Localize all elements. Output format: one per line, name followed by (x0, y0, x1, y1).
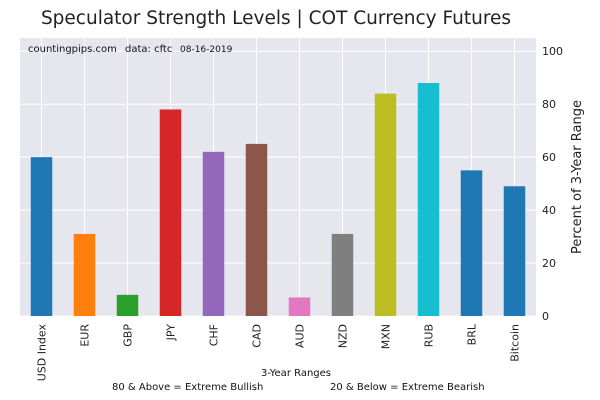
y-tick-label: 100 (542, 45, 563, 58)
bar-cad (245, 143, 268, 316)
y-tick-label: 0 (542, 310, 549, 323)
x-tick-label: EUR (79, 324, 92, 347)
x-tick-label: AUD (294, 324, 307, 348)
y-tick-label: 80 (542, 98, 556, 111)
bar-jpy (159, 109, 182, 316)
bar-rub (417, 83, 440, 316)
bar-nzd (331, 233, 354, 316)
x-axis-title: 3-Year Ranges (261, 368, 331, 379)
bar-brl (460, 170, 483, 316)
x-tick-label: GBP (122, 324, 135, 347)
x-tick-label: Bitcoin (509, 324, 522, 362)
bullish-note: 80 & Above = Extreme Bullish (112, 382, 264, 393)
source-annotation: countingpips.com (28, 44, 117, 55)
bar-usd-index (30, 157, 53, 316)
bar-chf (202, 151, 225, 316)
bearish-note: 20 & Below = Extreme Bearish (330, 382, 485, 393)
y-tick-label: 20 (542, 257, 556, 270)
data-source-annotation: data: cftc (125, 44, 172, 55)
bar-eur (73, 233, 96, 316)
chart-title: Speculator Strength Levels | COT Currenc… (40, 8, 512, 29)
x-tick-label: USD Index (36, 324, 49, 382)
date-annotation: 08-16-2019 (180, 45, 233, 55)
y-tick-label: 60 (542, 151, 556, 164)
y-axis-title: Percent of 3-Year Range (570, 100, 585, 254)
x-tick-label: RUB (423, 324, 436, 347)
bar-bitcoin (503, 186, 526, 316)
x-tick-label: MXN (380, 324, 393, 349)
x-tick-label: JPY (165, 324, 178, 342)
plot-area (20, 38, 536, 316)
bar-aud (288, 297, 311, 316)
x-tick-label: NZD (337, 324, 350, 348)
x-tick-label: CAD (251, 324, 264, 348)
y-tick-label: 40 (542, 204, 556, 217)
bar-mxn (374, 93, 397, 316)
x-tick-label: CHF (208, 324, 221, 346)
x-tick-label: BRL (466, 323, 479, 345)
bar-gbp (116, 294, 139, 316)
